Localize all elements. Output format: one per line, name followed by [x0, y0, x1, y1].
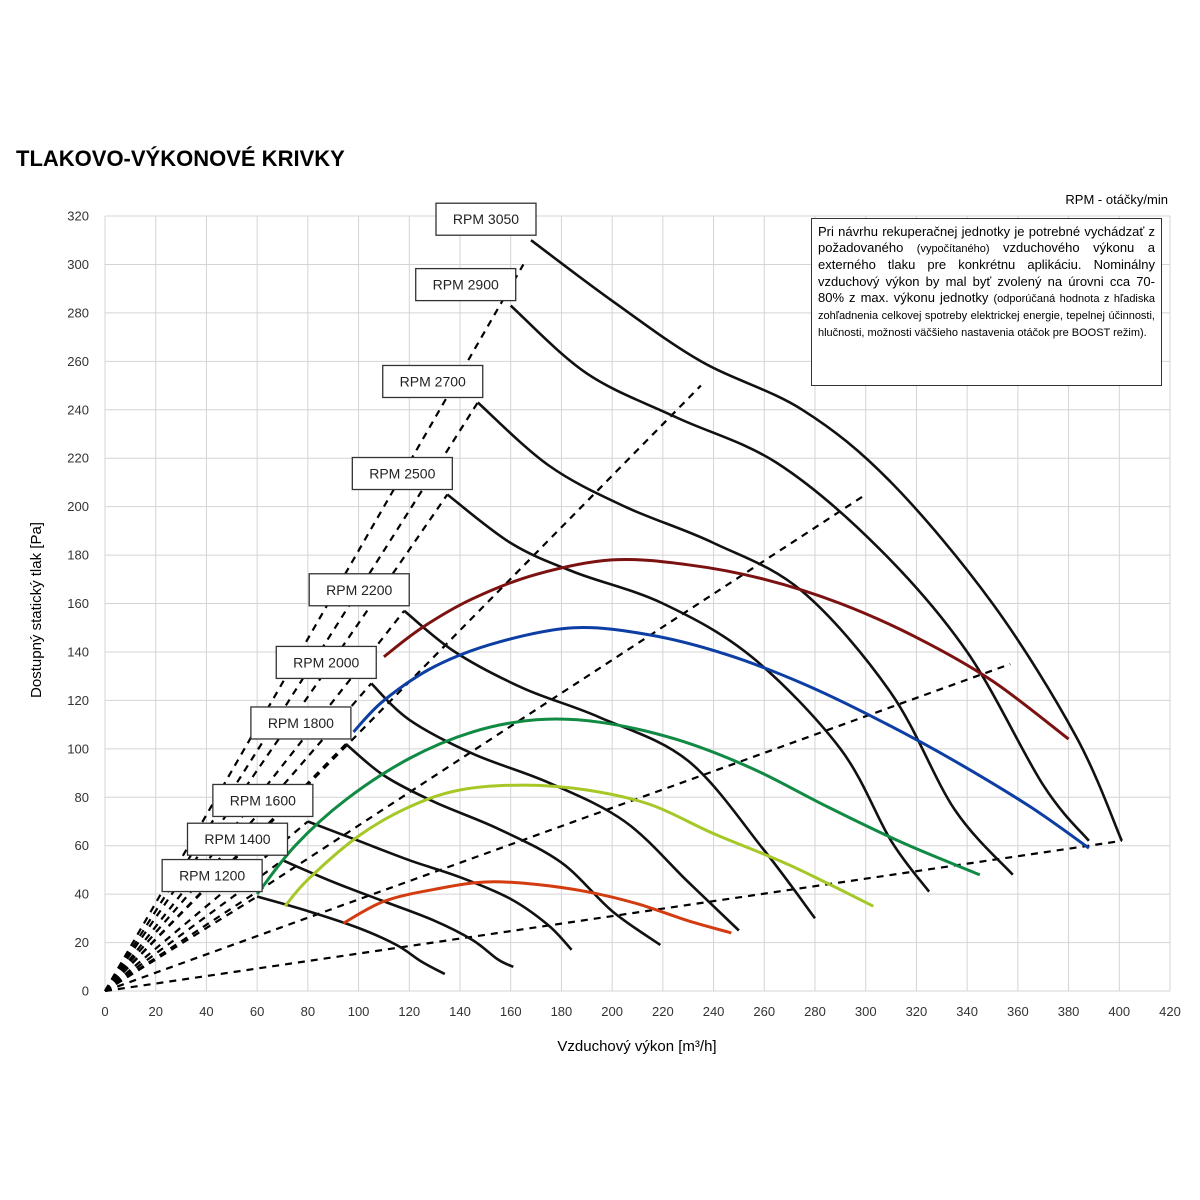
- y-tick-label: 220: [67, 451, 89, 466]
- rpm-label: RPM 1400: [204, 831, 270, 847]
- x-tick-label: 320: [906, 1004, 928, 1019]
- x-axis-label: Vzduchový výkon [m³/h]: [557, 1038, 716, 1055]
- rpm-label: RPM 1200: [179, 868, 245, 884]
- x-tick-label: 40: [199, 1004, 213, 1019]
- rpm-label: RPM 2200: [326, 582, 392, 598]
- rpm-label-box: [351, 456, 453, 491]
- y-tick-label: 180: [67, 548, 89, 563]
- x-tick-label: 360: [1007, 1004, 1029, 1019]
- efficiency-curve: [382, 557, 1070, 741]
- rpm-label: RPM 3050: [453, 211, 519, 227]
- rpm-curve: [370, 682, 740, 932]
- x-tick-label: 220: [652, 1004, 674, 1019]
- rpm-label-box: [275, 645, 377, 680]
- system-curve: [104, 401, 479, 992]
- rpm-label: RPM 2700: [400, 373, 466, 389]
- y-tick-label: 300: [67, 257, 89, 272]
- y-tick-label: 260: [67, 354, 89, 369]
- rpm-label: RPM 1800: [268, 715, 334, 731]
- y-tick-label: 160: [67, 596, 89, 611]
- efficiency-curve: [352, 625, 1090, 850]
- note-text-1: Pri návrhu rekuperačnej jednotky je potr…: [818, 224, 1155, 256]
- rpm-label-box: [250, 706, 352, 740]
- rpm-curve: [530, 239, 1123, 842]
- y-tick-label: 40: [75, 887, 89, 902]
- rpm-labels: RPM 1200 RPM 1400 RPM 1600 RPM 1800 RPM 2000…: [161, 202, 537, 893]
- system-curve: [104, 493, 867, 992]
- x-tick-label: 120: [398, 1004, 420, 1019]
- system-curve: [104, 663, 1011, 993]
- x-tick-label: 100: [348, 1004, 370, 1019]
- note-text-2: vzduchového výkonu a externého tlaku pre…: [818, 240, 1155, 305]
- system-curve: [104, 839, 1122, 993]
- system-curve: [104, 263, 525, 992]
- x-tick-label: 80: [301, 1004, 315, 1019]
- page-title: TLAKOVO-VÝKONOVÉ KRIVKY: [16, 146, 345, 171]
- rpm-curve: [256, 895, 446, 976]
- system-curve: [104, 820, 309, 992]
- x-tick-label: 400: [1108, 1004, 1130, 1019]
- rpm-curve: [446, 493, 931, 893]
- rpm-label: RPM 2000: [293, 654, 359, 670]
- rpm-curve: [509, 304, 1090, 842]
- x-tick-label: 300: [855, 1004, 877, 1019]
- x-tick-label: 200: [601, 1004, 623, 1019]
- system-curve: [104, 493, 449, 992]
- rpm-label: RPM 2500: [369, 466, 435, 482]
- y-tick-label: 140: [67, 644, 89, 659]
- efficiency-curve: [255, 717, 981, 896]
- rpm-curve: [403, 609, 817, 920]
- y-tick-labels: 0 20 40 60 80 100 120 140 160 180 200 220 240 260 280 3…: [67, 209, 89, 999]
- y-tick-label: 80: [75, 790, 89, 805]
- x-tick-label: 0: [101, 1004, 108, 1019]
- x-tick-label: 180: [551, 1004, 573, 1019]
- rpm-label-box: [415, 267, 517, 302]
- rpm-unit-label: RPM - otáčky/min: [1065, 192, 1168, 207]
- y-tick-label: 280: [67, 305, 89, 320]
- rpm-curve: [281, 859, 514, 968]
- x-tick-label: 60: [250, 1004, 264, 1019]
- rpm-curve: [476, 401, 1014, 876]
- y-tick-label: 20: [75, 935, 89, 950]
- efficiency-curve: [342, 880, 732, 935]
- x-tick-label: 240: [703, 1004, 725, 1019]
- x-tick-labels: 0 20 40 60 80 100 120 140 160 180 200 220 240 260 280 3…: [101, 1004, 1180, 1019]
- rpm-curves: [256, 239, 1123, 976]
- rpm-label: RPM 1600: [230, 792, 296, 808]
- efficiency-curves: [255, 557, 1090, 935]
- rpm-curve: [307, 820, 573, 951]
- y-tick-label: 0: [82, 984, 89, 999]
- y-tick-label: 200: [67, 499, 89, 514]
- x-tick-label: 280: [804, 1004, 826, 1019]
- rpm-label-box: [186, 822, 289, 856]
- y-tick-label: 60: [75, 838, 89, 853]
- x-tick-label: 140: [449, 1004, 471, 1019]
- rpm-label-box: [382, 364, 484, 399]
- x-tick-label: 160: [500, 1004, 522, 1019]
- rpm-label-box: [212, 783, 314, 818]
- efficiency-curve: [283, 783, 874, 908]
- x-tick-label: 340: [956, 1004, 978, 1019]
- rpm-curve: [345, 742, 662, 947]
- rpm-label-box: [435, 202, 537, 236]
- y-tick-label: 320: [67, 209, 89, 224]
- y-axis-label: Dostupný statický tlak [Pa]: [28, 522, 45, 698]
- rpm-label-box: [161, 858, 263, 893]
- x-tick-label: 260: [753, 1004, 775, 1019]
- x-tick-label: 20: [148, 1004, 162, 1019]
- y-tick-label: 240: [67, 402, 89, 417]
- y-tick-label: 120: [67, 693, 89, 708]
- rpm-label: RPM 2900: [433, 277, 499, 293]
- note-text-2-small: (odporúčaná hodnota z hľadiska zohľadnen…: [818, 292, 1155, 340]
- x-tick-label: 380: [1058, 1004, 1080, 1019]
- x-tick-label: 420: [1159, 1004, 1181, 1019]
- y-tick-label: 100: [67, 741, 89, 756]
- system-curve: [104, 384, 702, 992]
- note-text-1-small: (vypočítaného): [916, 243, 990, 256]
- rpm-label-box: [308, 573, 410, 607]
- design-note: Pri návrhu rekuperačnej jednotky je potr…: [811, 218, 1162, 386]
